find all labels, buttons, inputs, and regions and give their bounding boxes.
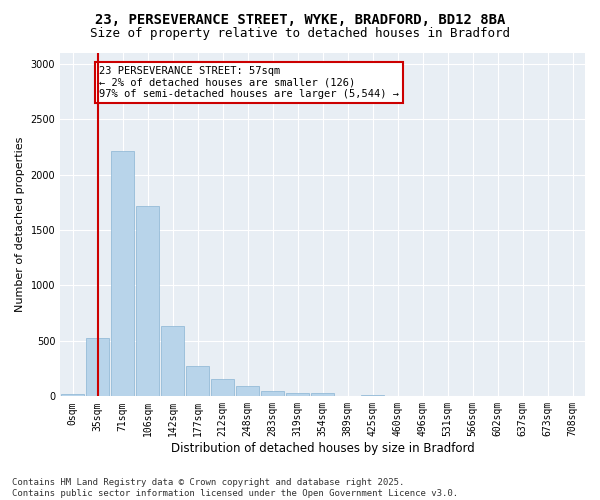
Bar — [262, 391, 284, 396]
Text: 23, PERSEVERANCE STREET, WYKE, BRADFORD, BD12 8BA: 23, PERSEVERANCE STREET, WYKE, BRADFORD,… — [95, 12, 505, 26]
Bar — [136, 206, 159, 396]
Bar — [86, 338, 109, 396]
Bar — [211, 379, 234, 396]
Bar — [361, 394, 384, 396]
Bar — [236, 386, 259, 396]
Text: Contains HM Land Registry data © Crown copyright and database right 2025.
Contai: Contains HM Land Registry data © Crown c… — [12, 478, 458, 498]
Text: Size of property relative to detached houses in Bradford: Size of property relative to detached ho… — [90, 28, 510, 40]
Text: 23 PERSEVERANCE STREET: 57sqm
← 2% of detached houses are smaller (126)
97% of s: 23 PERSEVERANCE STREET: 57sqm ← 2% of de… — [99, 66, 399, 99]
Bar — [311, 393, 334, 396]
Bar — [187, 366, 209, 396]
Bar — [286, 393, 309, 396]
Bar — [161, 326, 184, 396]
Bar — [112, 151, 134, 396]
Y-axis label: Number of detached properties: Number of detached properties — [15, 136, 25, 312]
X-axis label: Distribution of detached houses by size in Bradford: Distribution of detached houses by size … — [171, 442, 475, 455]
Bar — [61, 394, 84, 396]
